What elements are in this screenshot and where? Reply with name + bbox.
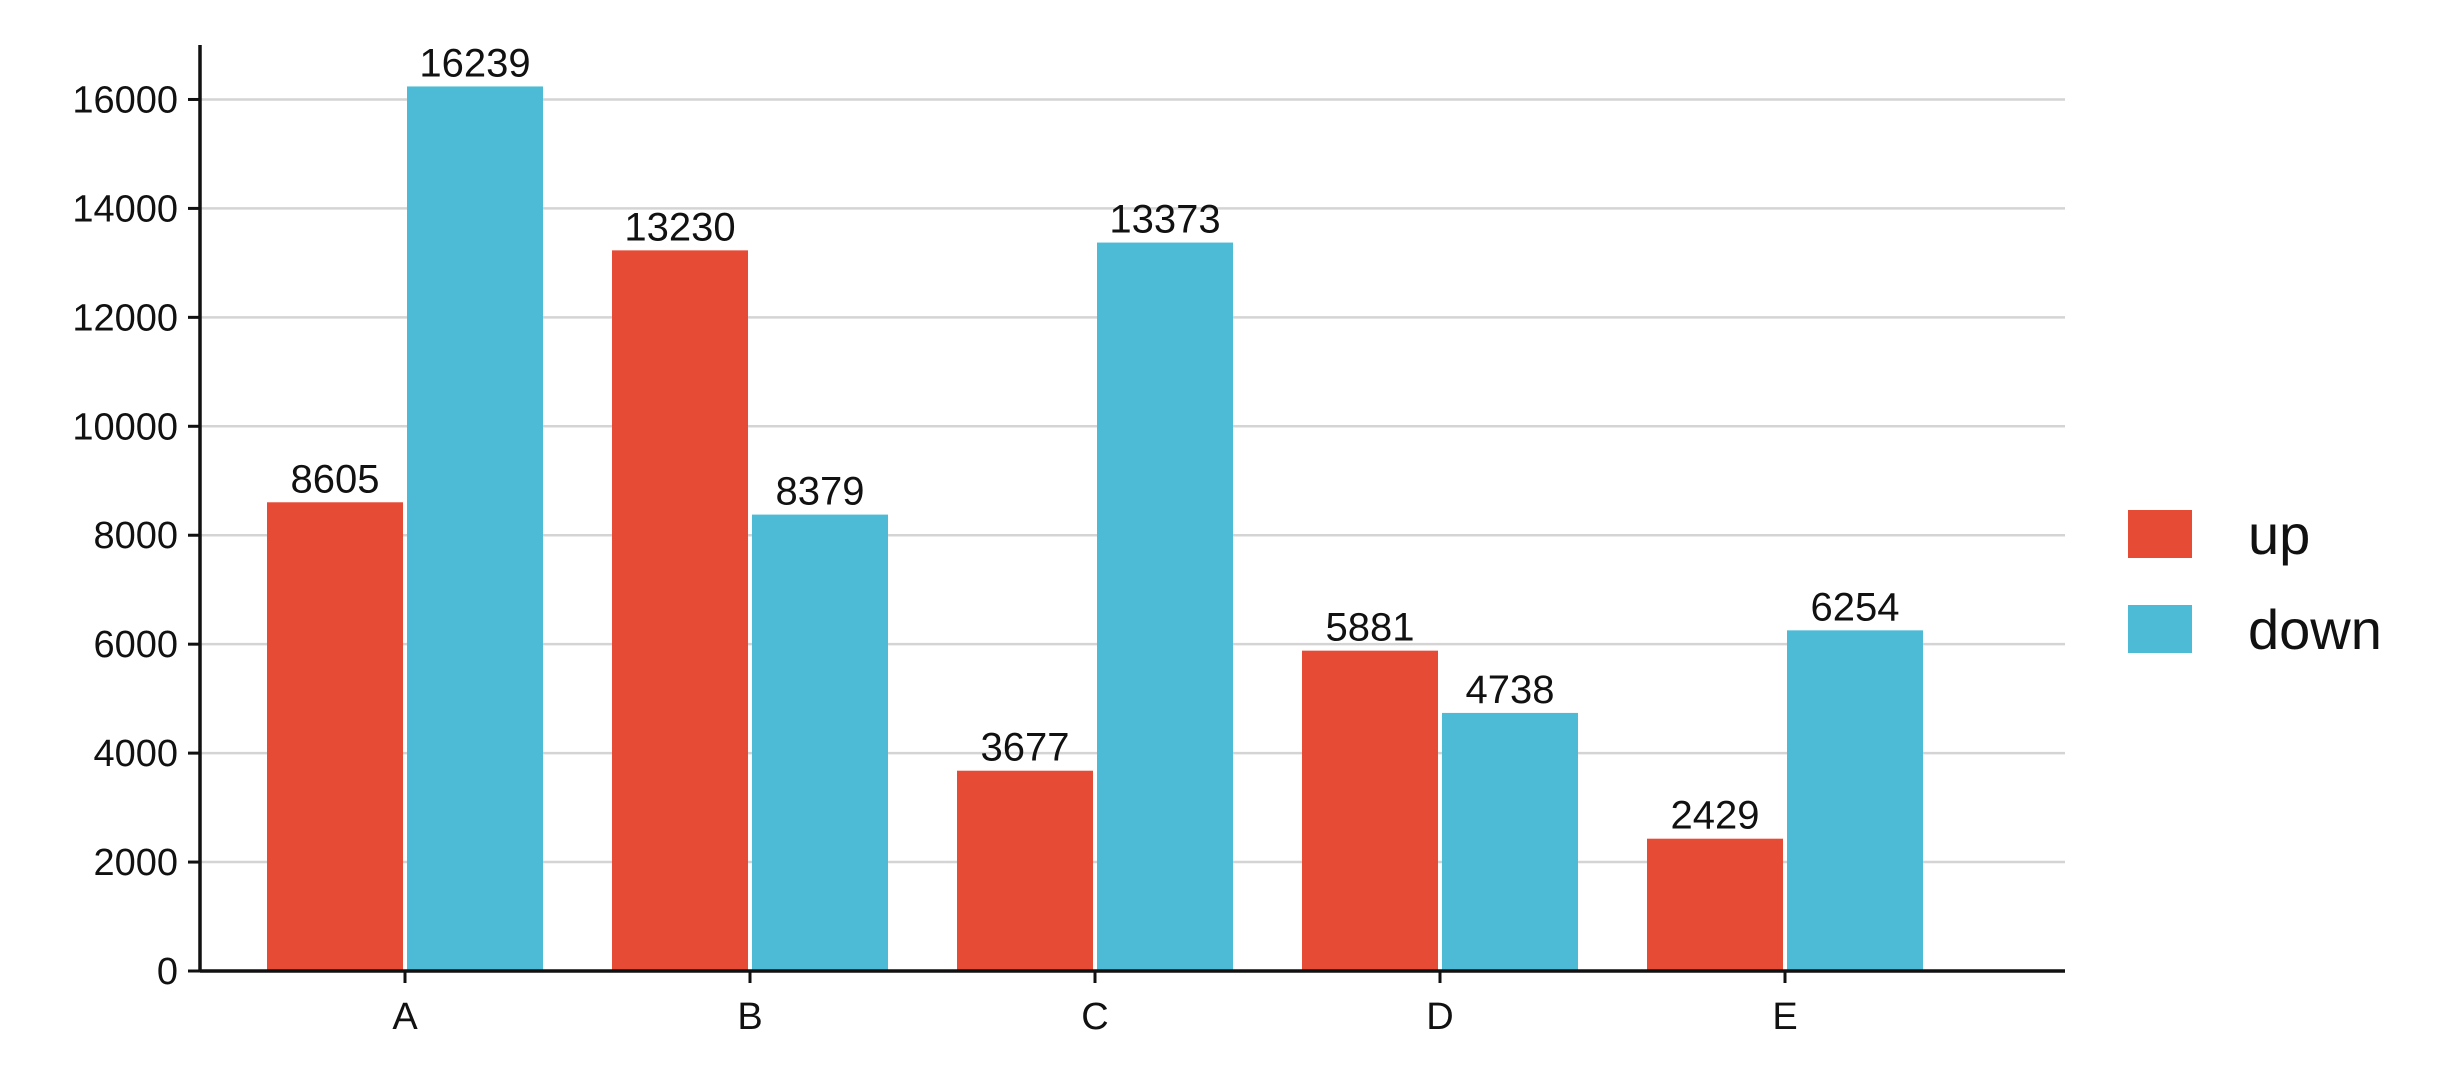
axes: 0 2000 4000 6000 8000 10000 12000 14000 16000 A B C… (72, 45, 2065, 1038)
legend-label-down: down (2248, 598, 2382, 661)
data-label-up-B: 13230 (624, 205, 735, 249)
bar-up-B (612, 250, 748, 971)
y-tick-label: 16000 (72, 79, 178, 121)
bar-up-E (1647, 838, 1783, 971)
y-tick-label: 4000 (93, 733, 178, 775)
y-tick-label: 0 (157, 951, 178, 993)
x-tick-label: C (1081, 996, 1108, 1038)
x-tick-label: E (1772, 996, 1797, 1038)
y-tick-label: 10000 (72, 406, 178, 448)
data-label-down-A: 16239 (419, 41, 530, 85)
y-tick-label: 12000 (72, 297, 178, 339)
data-label-up-E: 2429 (1671, 794, 1760, 838)
bar-up-D (1302, 650, 1438, 971)
bar-up-C (957, 770, 1093, 971)
data-label-down-C: 13373 (1109, 198, 1220, 242)
bar-down-C (1097, 242, 1233, 971)
y-tick-label: 2000 (93, 842, 178, 884)
data-labels: 8605 16239 13230 8379 3677 13373 5881 4738 2429 6… (291, 41, 1900, 837)
bar-up-A (267, 502, 403, 971)
x-tick-label: B (737, 996, 762, 1038)
data-label-up-A: 8605 (291, 457, 380, 501)
bar-down-E (1787, 630, 1923, 971)
y-tick-label: 8000 (93, 515, 178, 557)
x-tick-label: D (1426, 996, 1453, 1038)
data-label-up-C: 3677 (981, 726, 1070, 770)
legend-swatch-up (2128, 510, 2192, 558)
y-tick-label: 6000 (93, 624, 178, 666)
bar-down-A (407, 86, 543, 971)
legend: up down (2128, 503, 2382, 661)
data-label-down-B: 8379 (776, 470, 865, 514)
legend-swatch-down (2128, 605, 2192, 653)
x-tick-label: A (392, 996, 418, 1038)
legend-label-up: up (2248, 503, 2310, 566)
data-label-down-E: 6254 (1811, 585, 1900, 629)
y-tick-label: 14000 (72, 188, 178, 230)
bars (267, 86, 1923, 971)
data-label-up-D: 5881 (1326, 606, 1415, 650)
data-label-down-D: 4738 (1466, 668, 1555, 712)
bar-down-B (752, 514, 888, 971)
bar-down-D (1442, 712, 1578, 971)
